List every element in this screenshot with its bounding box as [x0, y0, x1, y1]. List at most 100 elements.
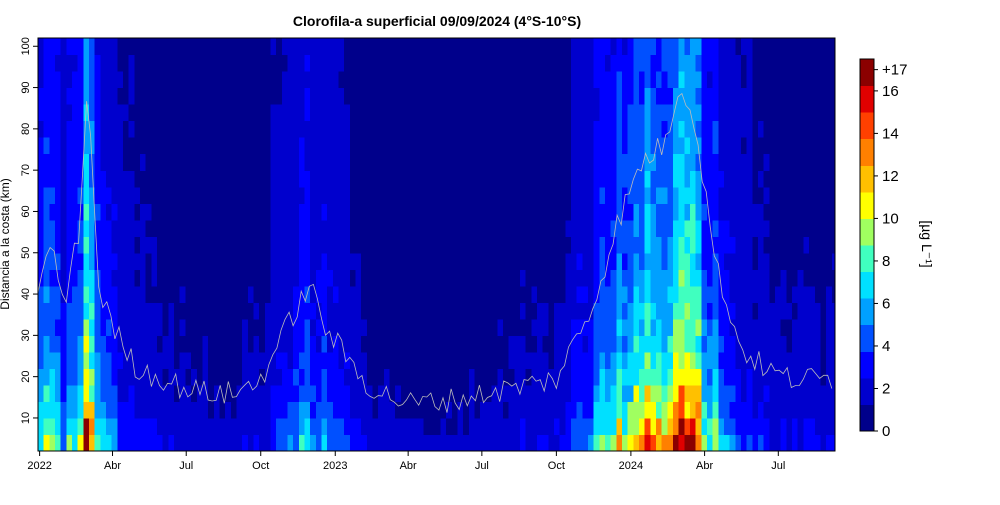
- heat-cell: [145, 434, 152, 452]
- heat-cell: [525, 186, 532, 204]
- heat-cell: [191, 302, 198, 320]
- heat-cell: [707, 285, 714, 303]
- heat-cell: [315, 285, 323, 303]
- heat-cell: [106, 104, 113, 122]
- heat-cell: [440, 186, 447, 204]
- heat-cell: [202, 384, 209, 403]
- heat-cell: [780, 71, 787, 89]
- heat-cell: [60, 38, 67, 56]
- heat-cell: [814, 186, 822, 204]
- heat-cell: [599, 252, 606, 270]
- heat-cell: [780, 170, 787, 188]
- heat-cell: [145, 87, 152, 105]
- heat-cell: [55, 71, 62, 89]
- heat-cell: [366, 170, 374, 188]
- heat-cell: [395, 302, 402, 320]
- heat-cell: [786, 71, 793, 89]
- heat-cell: [741, 417, 748, 436]
- heat-cell: [803, 38, 810, 56]
- heat-cell: [650, 335, 657, 353]
- heat-cell: [293, 285, 300, 303]
- heat-cell: [678, 335, 685, 353]
- heat-cell: [769, 186, 776, 204]
- heat-cell: [826, 170, 833, 188]
- heat-cell: [213, 384, 221, 403]
- heat-cell: [259, 219, 266, 237]
- heat-cell: [417, 335, 425, 353]
- heat-cell: [196, 269, 204, 287]
- heat-cell: [77, 417, 84, 436]
- heat-cell: [559, 302, 566, 320]
- heat-cell: [298, 434, 306, 452]
- heat-cell: [417, 351, 425, 369]
- heat-cell: [157, 87, 164, 105]
- heat-cell: [247, 417, 255, 436]
- heat-cell: [463, 203, 470, 221]
- heat-cell: [440, 71, 447, 89]
- heat-cell: [361, 153, 368, 171]
- heat-cell: [712, 120, 719, 138]
- heat-cell: [208, 318, 215, 336]
- heat-cell: [440, 417, 447, 436]
- heat-cell: [213, 285, 221, 303]
- heat-cell: [803, 54, 810, 72]
- heat-cell: [327, 318, 334, 336]
- heat-cell: [338, 137, 345, 155]
- heat-cell: [565, 170, 572, 188]
- heat-cell: [100, 71, 107, 89]
- heat-cell: [174, 219, 181, 237]
- heat-cell: [746, 252, 753, 270]
- heat-cell: [191, 401, 198, 419]
- heat-cell: [599, 269, 606, 287]
- heat-cell: [225, 71, 232, 89]
- heat-cell: [242, 401, 249, 419]
- y-tick-label: 20: [20, 371, 32, 383]
- heat-cell: [656, 203, 663, 221]
- heat-cell: [497, 269, 504, 287]
- heat-cell: [417, 252, 425, 270]
- heat-cell: [406, 104, 413, 122]
- heat-cell: [77, 252, 84, 270]
- heat-cell: [485, 335, 493, 353]
- heat-cell: [701, 120, 708, 138]
- heat-cell: [287, 219, 294, 237]
- heat-cell: [814, 269, 822, 287]
- heat-cell: [378, 335, 385, 353]
- heat-cell: [582, 368, 589, 386]
- heat-cell: [429, 417, 436, 436]
- heat-cell: [168, 318, 175, 336]
- heat-cell: [786, 252, 793, 270]
- heat-cell: [123, 401, 130, 419]
- heat-cell: [820, 269, 827, 287]
- heat-cell: [298, 71, 306, 89]
- heat-cell: [826, 302, 833, 320]
- heat-cell: [627, 186, 634, 204]
- heat-cell: [457, 285, 464, 303]
- heat-cell: [508, 153, 515, 171]
- heat-cell: [451, 87, 459, 105]
- heat-cell: [321, 302, 328, 320]
- heat-cell: [77, 137, 84, 155]
- heat-cell: [38, 38, 45, 56]
- heat-cell: [270, 368, 277, 386]
- heat-cell: [219, 384, 226, 403]
- heat-cell: [281, 137, 289, 155]
- heat-cell: [389, 153, 396, 171]
- heat-cell: [587, 104, 595, 122]
- heat-cell: [440, 38, 447, 56]
- heat-cell: [406, 269, 413, 287]
- heat-cell: [814, 137, 822, 155]
- heat-cell: [123, 434, 130, 452]
- heat-cell: [468, 71, 476, 89]
- heat-cell: [168, 302, 175, 320]
- heat-cell: [400, 351, 408, 369]
- heat-cell: [196, 120, 204, 138]
- heat-cell: [553, 285, 561, 303]
- heat-cell: [281, 120, 289, 138]
- colorbar-tick-label: 4: [882, 338, 890, 355]
- heat-cell: [735, 87, 742, 105]
- heat-cell: [327, 219, 334, 237]
- heat-cell: [542, 318, 549, 336]
- heat-cell: [729, 351, 736, 369]
